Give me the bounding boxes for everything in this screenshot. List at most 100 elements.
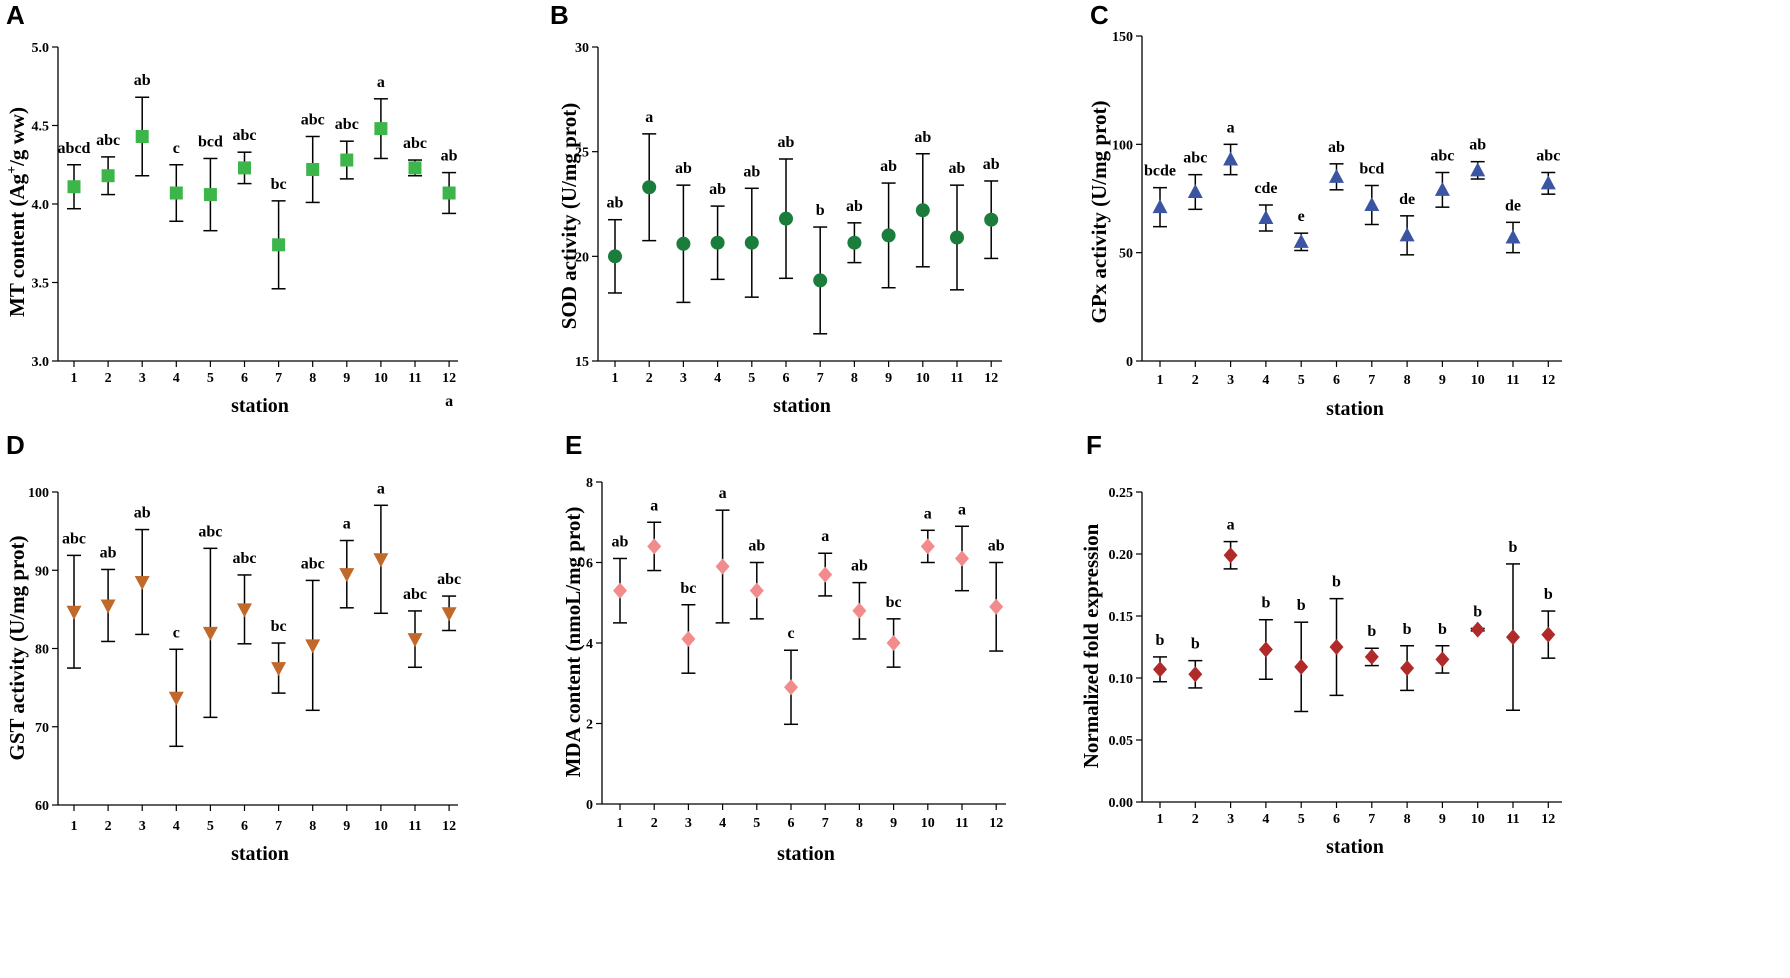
panel-e-data-point (955, 550, 969, 567)
panel-b-xlabel: station (773, 395, 831, 417)
panel-a-data-point (238, 161, 251, 175)
panel-a-data-point (203, 188, 217, 202)
panel-a-ylabel: MT content (Ag+/g ww) (5, 107, 29, 317)
panel-a-xtick-label: 10 (374, 371, 388, 386)
panel-f-significance-label: b (1438, 621, 1447, 638)
panel-c-xtick-label: 4 (1262, 373, 1269, 388)
panel-a-significance-label: abc (301, 111, 325, 128)
panel-a-letter: A (6, 0, 25, 30)
panel-d-data-point (237, 603, 252, 618)
panel-b-xtick-label: 10 (916, 371, 930, 386)
panel-d-significance-label: abc (198, 523, 222, 540)
panel-f-significance-label: b (1297, 597, 1306, 614)
panel-e-xtick-label: 4 (719, 816, 726, 831)
panel-d-significance-label: abc (403, 586, 427, 603)
panel-b-xtick-label: 7 (817, 371, 824, 386)
panel-e-xtick-label: 9 (890, 816, 897, 831)
panel-d-data-point (202, 626, 218, 641)
panel-a-data-point (408, 161, 422, 175)
panel-f-data-point (1258, 641, 1273, 658)
panel-f: F Normalized fold expression station 0.0… (1079, 430, 1562, 858)
panel-c-significance-label: ab (1328, 139, 1345, 156)
panel-e-plot: 0 2 4 6 8 1 ab 2 a 3 bc 4 a 5 ab 6 c 7 a 8 ab 9 bc 10 a 11 a 12 ab (586, 476, 1006, 831)
panel-e-significance-label: a (924, 505, 932, 522)
panel-e-xtick-label: 7 (822, 816, 829, 831)
panel-f-ytick-label: 0.25 (1109, 486, 1134, 501)
panel-e-data-point (613, 582, 627, 599)
panel-e-data-point (715, 558, 730, 575)
panel-a-xtick-label: 3 (139, 371, 146, 386)
panel-c-data-point (1399, 227, 1415, 242)
panel-a-significance-label: c (173, 140, 180, 157)
panel-a-xtick-label: 8 (309, 371, 316, 386)
panel-c-ytick-label: 50 (1119, 247, 1133, 262)
panel-d-xtick-label: 5 (207, 819, 214, 834)
panel-e-significance-label: c (787, 625, 794, 642)
panel-d-data-point (305, 639, 321, 654)
panel-f-data-point (1153, 661, 1167, 678)
panel-c-xtick-label: 10 (1471, 373, 1485, 388)
panel-e-xtick-label: 12 (989, 816, 1003, 831)
panel-f-significance-label: b (1261, 595, 1270, 612)
panel-e-significance-label: a (719, 485, 727, 502)
panel-e-data-point (852, 602, 867, 619)
panel-e-xtick-label: 6 (788, 816, 795, 831)
panel-b-data-point (881, 228, 896, 243)
panel-d-ytick-label: 70 (35, 721, 49, 736)
panel-a-significance-label: bc (271, 176, 287, 193)
panel-c-xtick-label: 7 (1368, 373, 1375, 388)
panel-e-significance-label: a (650, 497, 658, 514)
panel-a-significance-label: ab (441, 148, 458, 165)
panel-c-significance-label: bcd (1359, 161, 1384, 178)
panel-b-data-point (984, 212, 999, 227)
panel-d-xtick-label: 10 (374, 819, 388, 834)
panel-a-data-point (374, 122, 388, 136)
panel-a-significance-label: abcd (58, 140, 91, 157)
panel-a-xtick-label: 2 (105, 371, 112, 386)
panel-a-ytick-label: 4.0 (32, 198, 50, 213)
panel-a-extra-label: a (445, 393, 453, 410)
panel-b-data-point (744, 235, 759, 250)
panel-c-xtick-label: 11 (1506, 373, 1519, 388)
panel-b-xtick-label: 11 (950, 371, 963, 386)
panel-e-xtick-label: 3 (685, 816, 692, 831)
panel-f-xtick-label: 1 (1157, 812, 1164, 827)
panel-c-data-point (1470, 162, 1486, 177)
panel-a-xtick-label: 11 (408, 371, 421, 386)
panel-e-data-point (989, 598, 1004, 615)
panel-e-ytick-label: 6 (586, 557, 593, 572)
panel-f-data-point (1329, 639, 1344, 655)
panel-d: D GST activity (U/mg prot) station 60 70 8… (5, 430, 461, 865)
panel-a-xlabel: station (231, 395, 289, 417)
panel-b-ytick-label: 15 (575, 355, 589, 370)
panel-f-xtick-label: 7 (1368, 812, 1375, 827)
panel-a-data-point (67, 180, 81, 194)
panel-a-xtick-label: 5 (207, 371, 214, 386)
panel-b-data-point (710, 235, 725, 250)
panel-e-xtick-label: 2 (651, 816, 658, 831)
panel-d-data-point (373, 553, 389, 568)
panel-c: C GPx activity (U/mg prot) station 0 50 10… (1087, 0, 1562, 420)
panel-e-significance-label: ab (612, 533, 629, 550)
panel-a-significance-label: abc (96, 132, 120, 149)
panel-c-ytick-label: 0 (1126, 355, 1133, 370)
panel-e-data-point (784, 679, 798, 696)
panel-d-significance-label: ab (134, 505, 151, 522)
panel-c-xtick-label: 3 (1227, 373, 1234, 388)
panel-f-xtick-label: 8 (1404, 812, 1411, 827)
panel-c-significance-label: de (1399, 191, 1415, 208)
panel-b-xtick-label: 9 (885, 371, 892, 386)
panel-d-data-point (168, 691, 184, 706)
panel-a-data-point (169, 186, 183, 200)
panel-c-significance-label: bcde (1144, 163, 1176, 180)
panel-c-xlabel: station (1326, 398, 1384, 420)
panel-c-data-point (1434, 181, 1450, 196)
panel-e: E MDA content (nmoL/mg prot) station 0 2 4… (561, 430, 1006, 865)
panel-d-data-point (134, 575, 150, 590)
panel-f-significance-label: b (1332, 574, 1341, 591)
panel-f-ylabel: Normalized fold expression (1079, 523, 1103, 768)
panel-c-data-point (1152, 199, 1168, 214)
panel-c-ylabel: GPx activity (U/mg prot) (1087, 101, 1111, 324)
panel-f-data-point (1364, 648, 1379, 665)
panel-c-xtick-label: 8 (1404, 373, 1411, 388)
